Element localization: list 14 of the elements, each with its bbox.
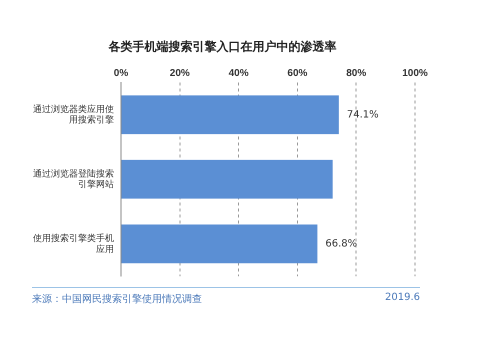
y-tick-label: 通过浏览器登陆搜索引擎网站	[33, 168, 114, 190]
data-label: 74.1%	[346, 109, 379, 120]
x-tick-label: 40%	[228, 68, 249, 80]
x-tick-label: 60%	[287, 68, 308, 80]
source-note: 来源：中国网民搜索引擎使用情况调查	[32, 292, 202, 306]
x-tick-label: 80%	[346, 68, 366, 80]
y-tick-label: 通过浏览器类应用使用搜索引擎	[33, 104, 114, 125]
x-tick-label: 100%	[402, 68, 428, 80]
chart-title: 各类手机端搜索引擎入口在用户中的渗透率	[108, 40, 336, 54]
data-label: 66.8%	[325, 238, 358, 250]
x-tick-label: 0%	[114, 68, 128, 80]
y-tick-label: 使用搜索引擎类手机应用	[33, 232, 114, 254]
text: 2019.6	[385, 292, 420, 305]
x-tick-label: 20%	[170, 68, 190, 80]
